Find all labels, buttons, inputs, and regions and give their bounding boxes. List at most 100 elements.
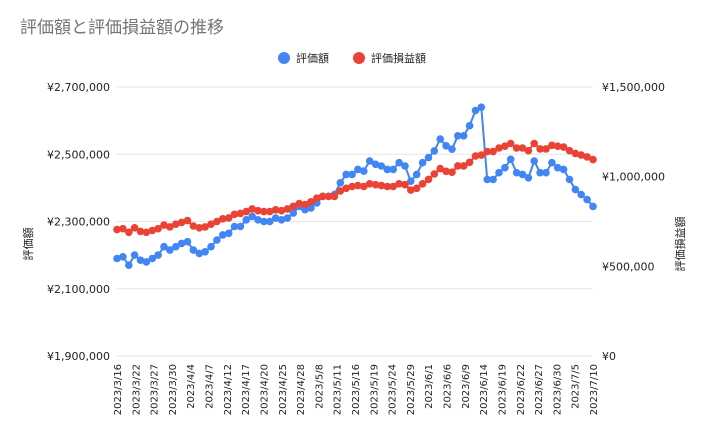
data-point	[136, 256, 145, 265]
data-point	[154, 251, 162, 259]
data-point	[166, 223, 174, 231]
data-point	[313, 194, 321, 202]
data-point	[365, 157, 374, 165]
data-point	[436, 164, 445, 173]
data-point	[436, 135, 445, 143]
data-point	[283, 205, 292, 213]
data-point	[260, 207, 268, 216]
legend-label-valuation: 評価額	[296, 51, 329, 65]
data-point	[224, 214, 233, 222]
data-point	[148, 254, 157, 263]
left-tick-label: ¥2,700,000	[47, 81, 110, 94]
data-point	[360, 167, 368, 175]
series-layer	[113, 103, 597, 270]
legend-marker-unrealized-gain	[353, 52, 365, 64]
data-point	[254, 216, 262, 224]
x-tick-label: 2023/6/30	[552, 364, 563, 415]
data-point	[571, 149, 580, 158]
data-point	[583, 195, 591, 204]
data-point	[230, 222, 239, 231]
data-point	[559, 143, 568, 151]
data-point	[565, 146, 574, 155]
data-point	[536, 168, 544, 177]
data-point	[536, 145, 544, 153]
data-point	[148, 226, 157, 235]
data-point	[160, 221, 168, 229]
data-point	[530, 139, 538, 148]
right-axis-title: 評価損益額	[673, 217, 687, 272]
data-point	[154, 224, 162, 233]
data-point	[424, 175, 433, 184]
data-point	[236, 209, 245, 218]
data-point	[113, 225, 121, 234]
data-point	[230, 210, 239, 219]
x-tick-label: 2023/4/20	[259, 364, 270, 415]
gridlines	[117, 86, 593, 357]
data-point	[277, 206, 286, 215]
data-point	[412, 184, 421, 193]
data-point	[342, 184, 351, 193]
data-point	[454, 132, 462, 140]
data-point	[142, 228, 151, 237]
data-point	[548, 158, 556, 167]
left-axis-ticks: ¥1,900,000 ¥2,100,000 ¥2,300,000 ¥2,500,000…	[47, 81, 110, 363]
data-point	[172, 220, 180, 228]
data-point	[207, 220, 215, 228]
data-point	[189, 246, 198, 254]
data-point	[371, 160, 380, 169]
x-tick-label: 2023/5/24	[388, 364, 399, 415]
data-point	[395, 158, 403, 167]
data-point	[283, 214, 292, 222]
data-point	[477, 103, 486, 111]
left-tick-label: ¥2,300,000	[47, 216, 110, 229]
data-point	[512, 168, 521, 177]
data-point	[553, 163, 562, 172]
data-point	[354, 165, 362, 174]
data-point	[430, 147, 439, 155]
data-point	[471, 152, 480, 160]
x-tick-label: 2023/6/9	[461, 364, 472, 409]
x-tick-label: 2023/5/19	[369, 364, 380, 415]
data-point	[266, 217, 274, 226]
data-point	[377, 181, 386, 190]
data-point	[130, 224, 139, 232]
x-tick-label: 2023/5/8	[314, 364, 325, 409]
x-tick-label: 2023/3/16	[113, 364, 124, 415]
left-tick-label: ¥2,100,000	[47, 283, 110, 296]
data-point	[465, 121, 474, 130]
data-point	[583, 153, 591, 161]
data-point	[383, 165, 392, 174]
data-point	[360, 182, 368, 191]
data-point	[559, 165, 568, 174]
right-tick-label: ¥500,000	[602, 260, 655, 273]
data-point	[589, 202, 597, 211]
data-point	[307, 198, 315, 206]
chart-title: 評価額と評価損益額の推移	[20, 18, 224, 38]
data-point	[489, 175, 497, 184]
data-point	[271, 206, 280, 214]
data-point	[177, 218, 186, 227]
left-tick-label: ¥1,900,000	[47, 350, 110, 363]
data-point	[236, 222, 245, 231]
data-point	[407, 186, 415, 194]
data-point	[307, 204, 315, 212]
series-valuation	[113, 103, 597, 270]
data-point	[377, 162, 386, 170]
data-point	[125, 261, 133, 270]
data-point	[471, 106, 480, 115]
data-point	[418, 158, 427, 167]
data-point	[219, 231, 227, 239]
x-tick-label: 2023/6/14	[479, 364, 490, 415]
x-tick-label: 2023/3/22	[131, 364, 142, 415]
data-point	[489, 147, 497, 156]
series-unrealized-gain	[113, 139, 597, 237]
legend-label-unrealized-gain: 評価損益額	[371, 51, 426, 65]
x-tick-label: 2023/7/5	[571, 364, 582, 409]
data-point	[166, 246, 174, 254]
right-axis-ticks: ¥0 ¥500,000 ¥1,000,000 ¥1,500,000	[602, 81, 665, 363]
data-point	[407, 177, 415, 185]
data-point	[371, 180, 380, 189]
data-point	[125, 228, 133, 237]
data-point	[401, 180, 409, 189]
data-point	[430, 170, 439, 178]
